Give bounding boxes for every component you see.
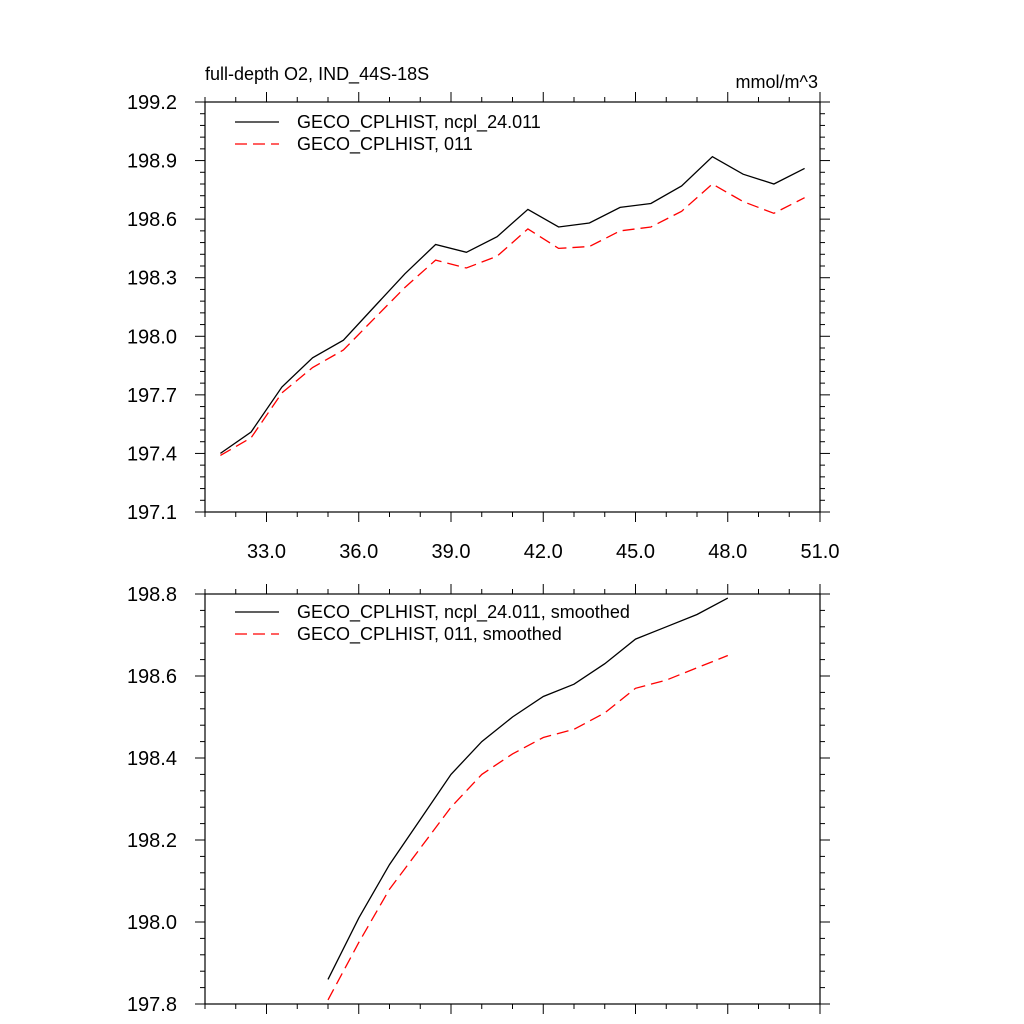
legend-label-0: GECO_CPLHIST, ncpl_24.011, smoothed <box>297 602 630 623</box>
y-tick-label: 197.1 <box>127 502 177 524</box>
y-tick-label: 197.4 <box>127 443 177 465</box>
x-tick-label: 36.0 <box>339 541 378 563</box>
x-tick-label: 48.0 <box>708 541 747 563</box>
legend-label-0: GECO_CPLHIST, ncpl_24.011 <box>297 112 541 133</box>
top-panel: 33.0 36.0 39.0 42.0 45.0 48.0 51.0 197.1 197.4 19… <box>127 64 840 563</box>
x-tick-label: 39.0 <box>432 541 471 563</box>
x-tick-label: 45.0 <box>616 541 655 563</box>
legend-label-1: GECO_CPLHIST, 011 <box>297 134 473 155</box>
y-tick-label: 198.6 <box>127 209 177 231</box>
series-line-0 <box>327 597 729 980</box>
series-line-0 <box>220 155 805 454</box>
y-tick-label: 197.7 <box>127 385 177 407</box>
units-label: mmol/m^3 <box>736 72 818 92</box>
x-tick-label: 51.0 <box>801 541 840 563</box>
y-tick-label: 198.2 <box>127 830 177 852</box>
y-tick-label: 198.8 <box>127 584 177 606</box>
series-line-1 <box>220 183 805 456</box>
y-tick-label: 198.6 <box>127 666 177 688</box>
x-tick-label: 33.0 <box>247 541 286 563</box>
chart-title: full-depth O2, IND_44S-18S <box>205 64 429 85</box>
y-tick-label: 198.9 <box>127 151 177 173</box>
legend-label-1: GECO_CPLHIST, 011, smoothed <box>297 624 562 645</box>
bottom-panel: 197.8 198.0 198.2 198.4 198.6 198.8 GECO_CPLHI… <box>127 584 830 1016</box>
series-line-1 <box>327 654 729 1001</box>
y-tick-label: 198.0 <box>127 326 177 348</box>
y-tick-label: 197.8 <box>127 994 177 1016</box>
y-tick-label: 198.0 <box>127 912 177 934</box>
x-tick-label: 42.0 <box>524 541 563 563</box>
plot-frame <box>204 101 821 513</box>
y-tick-label: 198.4 <box>127 748 177 770</box>
y-tick-label: 199.2 <box>127 92 177 114</box>
y-tick-label: 198.3 <box>127 268 177 290</box>
